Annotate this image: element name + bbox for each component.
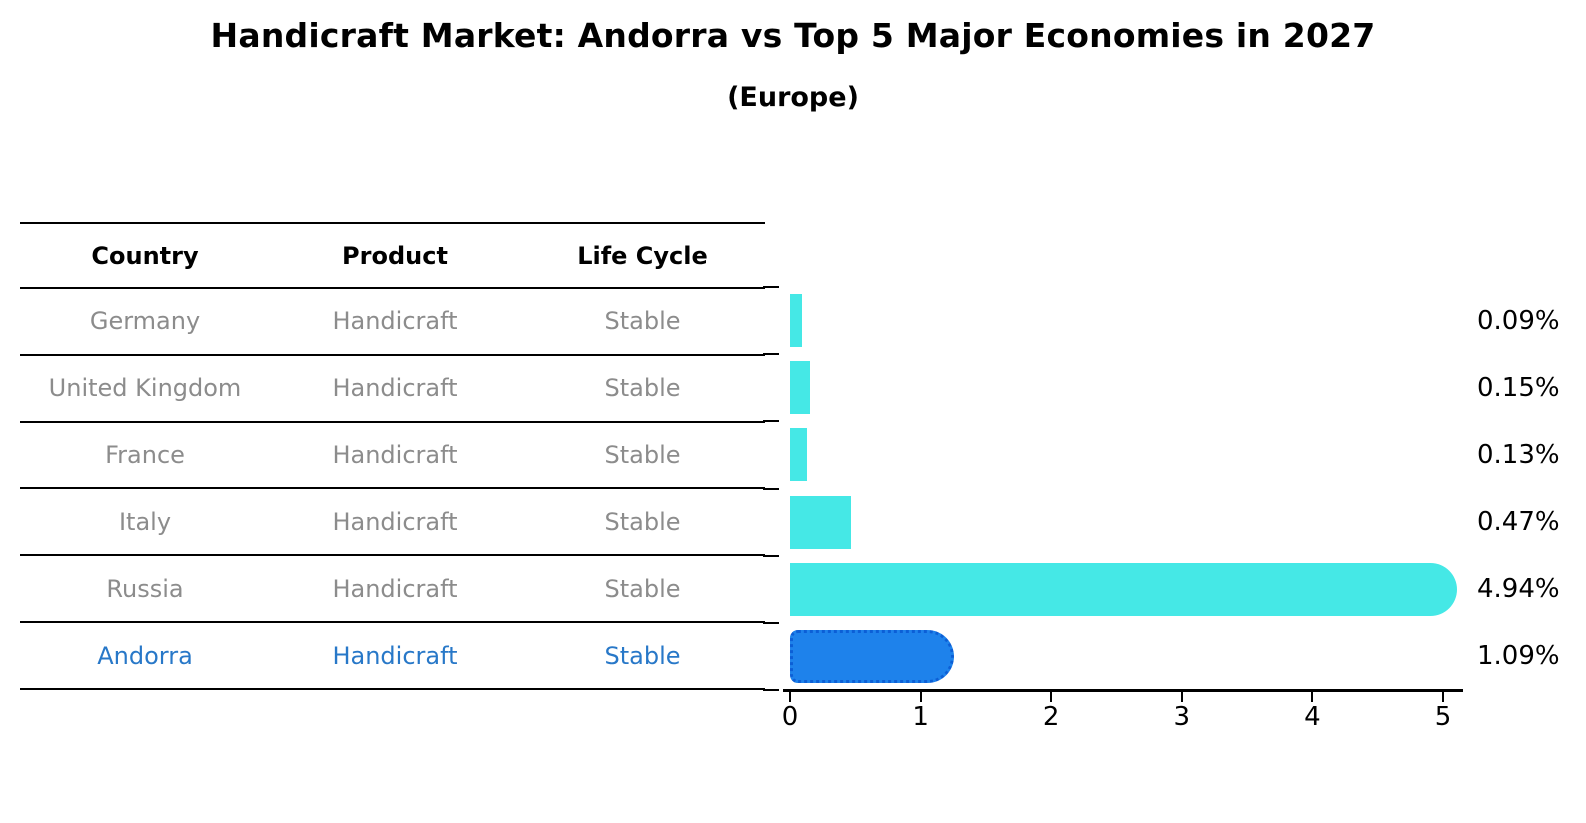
x-axis-tick — [789, 692, 791, 702]
bar — [790, 495, 852, 549]
table-row: Germany Handicraft Stable — [20, 289, 765, 356]
y-axis-tick — [763, 286, 779, 288]
chart-title: Handicraft Market: Andorra vs Top 5 Majo… — [210, 16, 1376, 55]
y-axis-tick — [763, 621, 779, 624]
x-axis-tick — [1050, 692, 1053, 702]
col-header-product: Product — [342, 241, 448, 270]
bar-value-label: 0.15% — [1477, 372, 1560, 403]
bar-value-label: 1.09% — [1477, 641, 1560, 672]
bar-value-label: 0.09% — [1477, 305, 1560, 336]
cell-lifecycle: Stable — [604, 441, 681, 470]
table-row: Italy Handicraft Stable — [20, 489, 765, 557]
chart-subtitle: (Europe) — [727, 82, 859, 113]
bar-value-label: 0.13% — [1477, 439, 1560, 470]
x-axis-tick — [1311, 692, 1314, 702]
cell-product: Handicraft — [332, 307, 458, 336]
x-axis-line — [783, 689, 1463, 692]
cell-lifecycle: Stable — [604, 374, 681, 403]
y-axis-tick — [763, 487, 779, 490]
x-axis-tick-label: 0 — [781, 702, 799, 732]
x-axis-tick-label: 5 — [1434, 702, 1452, 732]
x-axis-tick-label: 1 — [912, 702, 929, 732]
cell-country: Andorra — [97, 641, 193, 670]
cell-country: Russia — [106, 574, 184, 603]
x-axis-tick-label: 4 — [1304, 702, 1321, 732]
col-header-lifecycle: Life Cycle — [577, 241, 708, 270]
bar-value-label: 4.94% — [1477, 574, 1560, 605]
cell-country: Germany — [89, 307, 201, 336]
x-axis-tick-label: 3 — [1173, 702, 1191, 732]
country-table: Country Product Life Cycle Germany Handi… — [20, 222, 765, 690]
x-axis-tick — [1180, 692, 1183, 702]
x-axis-tick — [919, 692, 922, 702]
y-axis-tick — [763, 420, 779, 423]
x-axis-tick — [1442, 692, 1444, 702]
cell-lifecycle: Stable — [604, 307, 681, 336]
cell-product: Handicraft — [332, 507, 458, 536]
table-header-row: Country Product Life Cycle — [20, 224, 765, 289]
bar — [790, 361, 810, 415]
table-row: United Kingdom Handicraft Stable — [20, 356, 765, 423]
cell-lifecycle: Stable — [604, 574, 681, 603]
table-row-andorra: Andorra Handicraft Stable — [20, 623, 765, 688]
cell-lifecycle: Stable — [604, 641, 681, 670]
cell-lifecycle: Stable — [604, 507, 681, 536]
cell-country: Italy — [118, 507, 172, 536]
y-axis-tick — [763, 554, 779, 557]
x-axis-tick-label: 2 — [1042, 702, 1060, 732]
table-row: Russia Handicraft Stable — [20, 556, 765, 624]
cell-country: United Kingdom — [48, 374, 242, 403]
cell-product: Handicraft — [332, 574, 458, 603]
cell-product: Handicraft — [332, 641, 458, 670]
bar — [790, 428, 807, 482]
cell-product: Handicraft — [332, 441, 458, 470]
y-axis-tick — [763, 689, 779, 692]
cell-country: France — [105, 441, 185, 470]
bar — [790, 294, 802, 348]
bar-highlight — [790, 629, 955, 683]
y-axis-tick — [763, 353, 779, 356]
table-row: France Handicraft Stable — [20, 423, 765, 490]
bar — [790, 562, 1458, 616]
col-header-country: Country — [91, 241, 199, 270]
bar-value-label: 0.47% — [1477, 507, 1560, 538]
cell-product: Handicraft — [332, 374, 458, 403]
